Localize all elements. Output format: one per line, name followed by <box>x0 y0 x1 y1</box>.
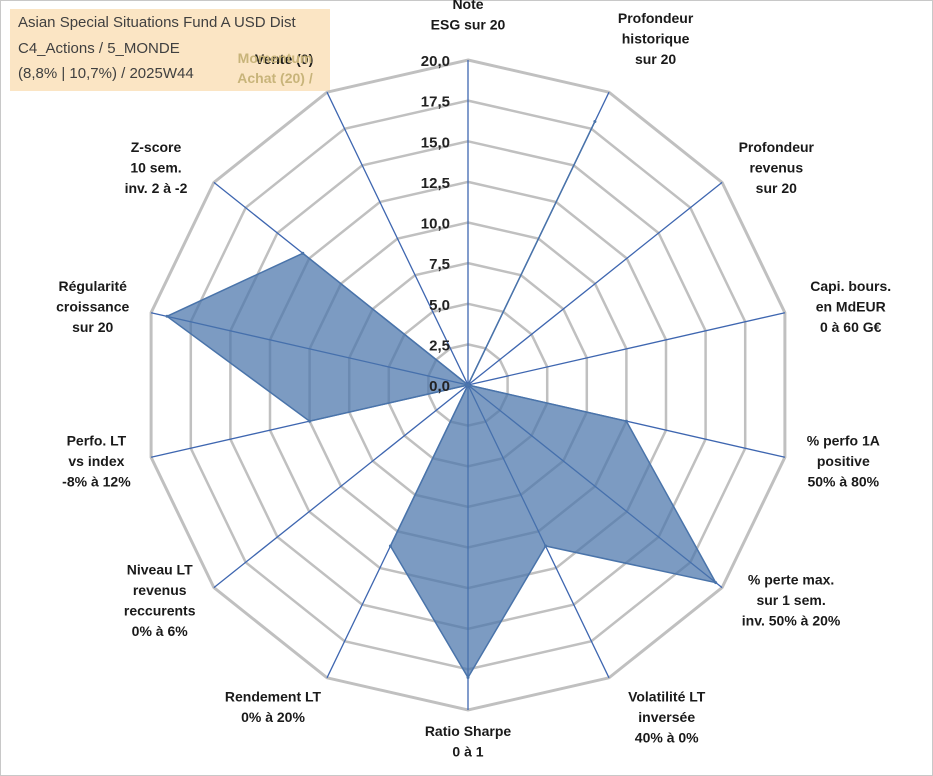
data-point <box>593 120 597 123</box>
category-label-layer: Note ESG sur 20 Profondeur historique sur 20… <box>56 0 891 760</box>
data-point <box>301 251 305 255</box>
category-label: Volatilité LT inversée 40% à 0% <box>628 689 706 746</box>
data-point <box>308 419 312 423</box>
tick-label: 5,0 <box>429 297 450 314</box>
tick-label: 10,0 <box>421 216 450 233</box>
tick-label: 20,0 <box>421 53 450 70</box>
tick-label: 17,5 <box>421 94 450 111</box>
category-label: Rendement LT 0% à 20% <box>225 689 322 726</box>
data-point <box>624 419 628 423</box>
chart-subtitle-period: (8,8% | 10,7%) / 2025W44 <box>18 65 194 82</box>
legend-series-name-line2: Achat (20) / <box>237 70 313 86</box>
data-point <box>714 581 718 585</box>
tick-layer: 0,0 2,5 5,0 7,5 10,0 12,5 15,0 17,5 20,0 <box>421 53 450 395</box>
category-label: % perte max. sur 1 sem. inv. 50% à 20% <box>742 572 841 629</box>
data-point <box>388 544 392 548</box>
category-label: Ratio Sharpe 0 à 1 <box>425 723 512 760</box>
axis-spoke <box>467 181 723 386</box>
chart-subtitle-category: C4_Actions / 5_MONDE <box>18 40 180 57</box>
data-point <box>544 544 548 548</box>
category-label: Profondeur historique sur 20 <box>618 10 694 67</box>
category-label: Vente (0) <box>255 51 313 67</box>
series-layer <box>165 120 718 679</box>
data-point <box>466 383 470 387</box>
axis-spoke <box>213 384 469 589</box>
category-label: Profondeur revenus sur 20 <box>739 139 815 196</box>
axis-spoke <box>326 91 469 386</box>
category-label: Z-score 10 sem. inv. 2 à -2 <box>125 139 188 196</box>
tick-label: 2,5 <box>429 337 450 354</box>
axis-spoke <box>467 312 786 386</box>
data-point <box>466 676 470 679</box>
tick-label: 7,5 <box>429 256 450 273</box>
category-label: % perfo 1A positive 50% à 80% <box>807 433 880 490</box>
chart-title-box: Asian Special Situations Fund A USD Dist… <box>10 9 330 91</box>
tick-label: 0,0 <box>429 378 450 395</box>
category-label: Note ESG sur 20 <box>431 0 506 33</box>
category-label: Niveau LT revenus reccurents 0% à 6% <box>124 561 196 639</box>
legend: Momentum Achat (20) / <box>237 50 313 86</box>
category-label: Régularité croissance sur 20 <box>56 278 129 335</box>
legend-series-name-line1: Momentum <box>238 50 313 66</box>
data-point <box>165 314 169 318</box>
chart-title: Asian Special Situations Fund A USD Dist <box>18 14 296 31</box>
tick-label: 12,5 <box>421 175 450 192</box>
tick-label: 15,0 <box>421 134 450 151</box>
category-label: Capi. bours. en MdEUR 0 à 60 G€ <box>810 278 891 335</box>
category-label: Perfo. LT vs index -8% à 12% <box>62 433 131 490</box>
